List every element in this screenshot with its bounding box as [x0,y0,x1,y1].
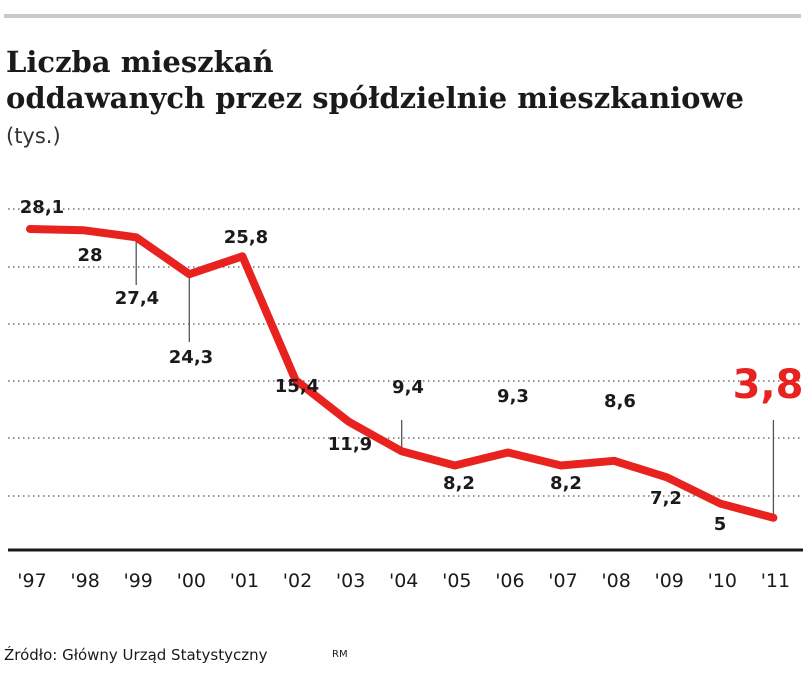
x-tick-label-99: '99 [123,570,152,592]
chart-title-line-2: oddawanych przez spółdzielnie mieszkanio… [6,81,744,115]
x-tick-label-03: '03 [336,570,365,592]
data-point-3 [186,271,193,278]
unit-label: (tys.) [6,124,61,148]
data-label-07: 8,2 [550,473,582,494]
x-tick-label-01: '01 [230,570,259,592]
data-label-97: 28,1 [20,197,64,218]
x-tick-label-08: '08 [601,570,630,592]
x-tick-label-00: '00 [177,570,206,592]
source-note: Źródło: Główny Urząd Statystyczny [4,646,268,664]
x-tick-label-09: '09 [654,570,683,592]
x-tick-label-05: '05 [442,570,471,592]
data-point-8 [451,462,458,469]
data-label-11: 3,8 [733,362,804,408]
data-point-5 [292,376,299,383]
data-label-00: 24,3 [169,347,213,368]
author-credit: RM [332,649,348,660]
data-point-11 [611,457,618,464]
data-label-06: 9,3 [497,386,529,407]
data-label-03: 11,9 [328,434,372,455]
tick-layer: '97 '98 '99 '00 '01 '02 '03 '04 '05 '06 '07 '08 '09 '… [17,570,790,592]
data-label-09: 7,2 [650,488,682,509]
data-point-13 [717,500,724,507]
chart-title: Liczba mieszkań oddawanych przez spółdzi… [6,44,744,116]
data-label-99: 27,4 [115,288,159,309]
data-point-6 [345,418,352,425]
data-point-0 [27,226,33,232]
data-label-05: 8,2 [443,473,475,494]
top-rule [4,14,801,18]
x-tick-label-98: '98 [70,570,99,592]
data-point-4 [239,253,246,260]
data-label-98: 28 [77,245,102,266]
data-point-7 [398,448,405,455]
x-tick-label-06: '06 [495,570,524,592]
grid-layer [8,208,800,497]
data-point-12 [664,474,671,481]
x-tick-label-97: '97 [17,570,46,592]
x-tick-label-07: '07 [548,570,577,592]
x-tick-label-04: '04 [389,570,418,592]
data-point-9 [504,449,511,456]
data-point-14 [770,514,777,521]
chart-title-line-1: Liczba mieszkań [6,45,274,79]
data-label-04: 9,4 [392,377,424,398]
x-tick-label-10: '10 [708,570,737,592]
data-label-02: 15,4 [275,376,319,397]
data-label-08: 8,6 [604,391,636,412]
x-tick-label-11: '11 [761,570,790,592]
data-point-10 [558,462,564,469]
series-layer [26,225,778,522]
data-label-01: 25,8 [224,227,268,248]
label-layer: 28,1 28 27,4 24,3 25,8 15,4 11,9 9,4 8,2 9,3 8,2 8,… [20,197,804,535]
data-label-10: 5 [714,514,727,535]
x-tick-label-02: '02 [283,570,312,592]
data-point-1 [80,227,87,234]
data-line [26,225,778,522]
data-point-2 [133,234,140,241]
